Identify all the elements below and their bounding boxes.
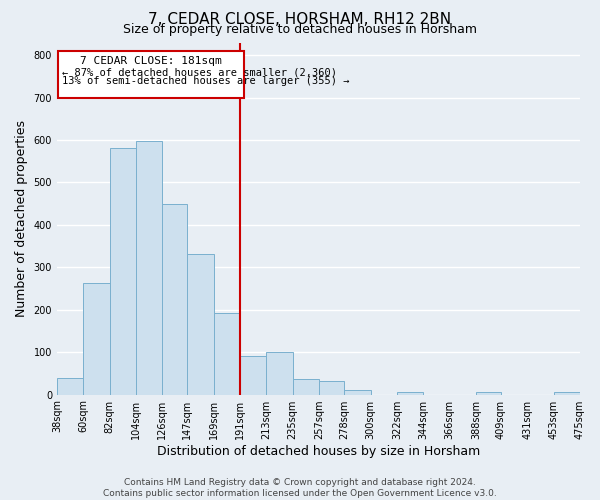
Bar bbox=[476, 392, 501, 394]
Text: 13% of semi-detached houses are larger (355) →: 13% of semi-detached houses are larger (… bbox=[62, 76, 350, 86]
FancyBboxPatch shape bbox=[58, 51, 244, 98]
Text: ← 87% of detached houses are smaller (2,360): ← 87% of detached houses are smaller (2,… bbox=[62, 67, 337, 77]
Text: 7, CEDAR CLOSE, HORSHAM, RH12 2BN: 7, CEDAR CLOSE, HORSHAM, RH12 2BN bbox=[148, 12, 452, 28]
Bar bbox=[266, 352, 293, 395]
Bar bbox=[110, 148, 136, 394]
Text: 7 CEDAR CLOSE: 181sqm: 7 CEDAR CLOSE: 181sqm bbox=[80, 56, 221, 66]
Bar bbox=[319, 381, 344, 394]
Bar bbox=[214, 312, 240, 394]
Y-axis label: Number of detached properties: Number of detached properties bbox=[15, 120, 28, 317]
Bar bbox=[293, 379, 319, 394]
X-axis label: Distribution of detached houses by size in Horsham: Distribution of detached houses by size … bbox=[157, 444, 480, 458]
Bar bbox=[136, 142, 162, 394]
Bar bbox=[554, 392, 580, 394]
Bar bbox=[83, 284, 110, 395]
Bar bbox=[240, 356, 266, 395]
Text: Size of property relative to detached houses in Horsham: Size of property relative to detached ho… bbox=[123, 22, 477, 36]
Bar bbox=[344, 390, 371, 394]
Bar bbox=[162, 204, 187, 394]
Bar bbox=[397, 392, 423, 394]
Bar bbox=[187, 254, 214, 394]
Text: Contains HM Land Registry data © Crown copyright and database right 2024.
Contai: Contains HM Land Registry data © Crown c… bbox=[103, 478, 497, 498]
Bar bbox=[57, 378, 83, 394]
